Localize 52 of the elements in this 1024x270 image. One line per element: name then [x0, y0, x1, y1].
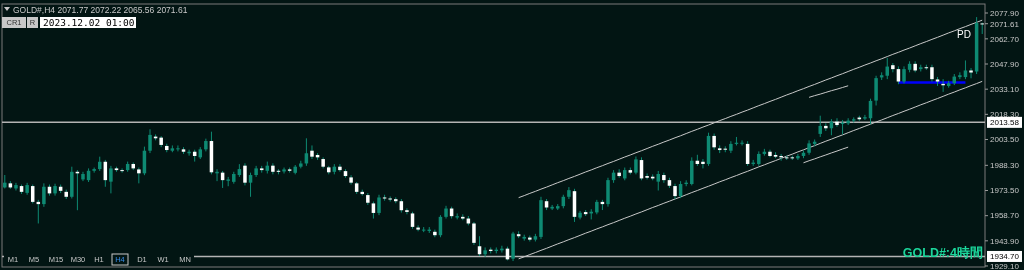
- candlestick: [483, 246, 487, 258]
- candlestick: [958, 71, 962, 80]
- line-series: [808, 85, 849, 98]
- candlestick: [42, 182, 46, 208]
- y-tick-label: 1958.70: [990, 211, 1020, 221]
- candlestick: [243, 162, 247, 186]
- ref-line-label: 1934.70: [990, 252, 1020, 262]
- candlestick: [796, 153, 800, 161]
- y-tick-label: 2062.70: [990, 34, 1020, 44]
- y-tick-label: 2003.50: [990, 135, 1020, 145]
- candlestick: [969, 67, 973, 79]
- annotation: PD: [957, 28, 971, 40]
- candlestick: [740, 139, 744, 146]
- y-tick-label: 2033.10: [990, 84, 1020, 94]
- annotation: 2023.12.02 01:00: [43, 16, 135, 28]
- candlestick: [416, 224, 420, 232]
- candlestick: [818, 115, 822, 138]
- candlestick: [14, 182, 18, 191]
- y-tick-label: 1929.10: [990, 261, 1020, 270]
- candlestick: [835, 117, 839, 128]
- candlestick: [148, 128, 152, 154]
- candlestick: [282, 167, 286, 174]
- candlestick: [874, 75, 878, 106]
- candlestick: [701, 158, 705, 169]
- line-series: [518, 19, 983, 199]
- candlestick: [963, 59, 968, 80]
- y-tick-label: 2071.61: [990, 19, 1020, 29]
- line-series: [802, 146, 849, 164]
- candlestick: [109, 165, 113, 194]
- candlestick: [310, 144, 314, 160]
- y-tick-label: 2018.30: [990, 110, 1020, 120]
- candlestick: [606, 177, 610, 208]
- candlestick: [338, 163, 342, 173]
- y-tick-label: 2047.90: [990, 59, 1020, 69]
- candlestick: [690, 156, 694, 186]
- candlestick: [472, 221, 476, 246]
- candlestick: [405, 207, 409, 215]
- candlestick: [120, 167, 124, 174]
- chart-title: GOLD#,H4 2071.77 2072.22 2065.56 2071.61: [13, 4, 188, 15]
- y-tick-label: 1973.50: [990, 186, 1020, 196]
- line-series: [518, 80, 983, 260]
- candlestick: [176, 144, 180, 152]
- candlestick: [645, 173, 649, 180]
- candlestick: [863, 114, 867, 121]
- ref-line-label: 2013.58: [990, 118, 1020, 128]
- candlestick: [271, 162, 275, 175]
- candlestick: [433, 229, 437, 238]
- y-tick-label: 1988.30: [990, 161, 1020, 171]
- y-tick-label: 1943.90: [990, 236, 1020, 246]
- y-tick-label: 2077.90: [990, 8, 1020, 18]
- candlestick: [377, 194, 381, 216]
- candlestick: [550, 204, 554, 211]
